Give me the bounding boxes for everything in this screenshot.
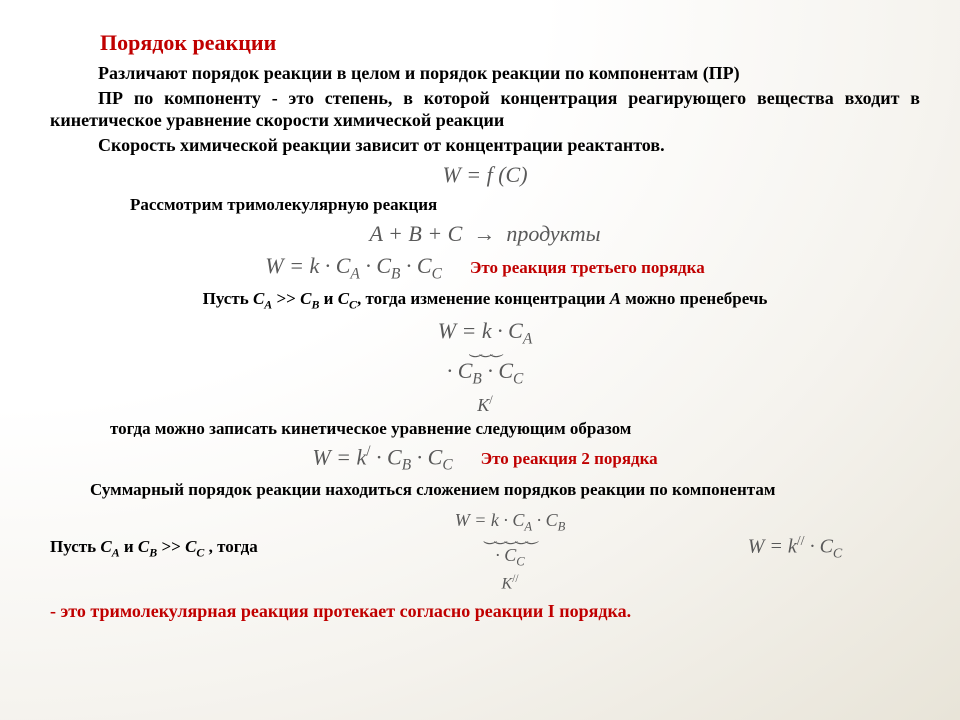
underbrace2-icon: ⏝⏝⏝⏝⏝ <box>360 529 660 545</box>
eq-lhs: A + B + C <box>370 221 463 246</box>
equation-7: W = k// · CC <box>670 534 920 563</box>
slide-title: Порядок реакции <box>100 30 920 56</box>
bottom-row: Пусть CA и CB >> CC , тогда W = k · CA ·… <box>50 504 920 594</box>
equation-4: W = k · CA⏝⏝⏝ · CB · CC <box>50 318 920 389</box>
equation-5-row: W = k/ · CB · CC Это реакция 2 порядка <box>50 443 920 475</box>
equation-reaction: A + B + C → продукты <box>50 221 920 247</box>
equation-wfc: W = f (C) <box>50 162 920 188</box>
slide-content: Порядок реакции Различают порядок реакци… <box>0 0 960 632</box>
note-third-order: Это реакция третьего порядка <box>470 258 705 278</box>
eq-rhs: продукты <box>506 221 600 246</box>
paragraph-7: Суммарный порядок реакции находиться сло… <box>50 479 920 500</box>
paragraph-6: тогда можно записать кинетическое уравне… <box>50 418 920 439</box>
paragraph-4: Рассмотрим тримолекулярную реакция <box>50 194 920 215</box>
underbrace-icon: ⏝⏝⏝ <box>50 342 920 358</box>
conclusion-line: - это тримолекулярная реакция протекает … <box>50 601 920 622</box>
equation-3-row: W = k · CA · CB · CC Это реакция третьег… <box>50 253 920 283</box>
paragraph-8: Пусть CA и CB >> CC , тогда <box>50 537 350 560</box>
paragraph-5: Пусть CA >> CB и CC, тогда изменение кон… <box>50 288 920 312</box>
equation-5: W = k/ · CB · CC <box>312 443 452 475</box>
k-prime-label: K/ <box>50 393 920 416</box>
paragraph-2: ПР по компоненту - это степень, в которо… <box>50 87 920 132</box>
equation-3: W = k · CA · CB · CC <box>265 253 442 283</box>
k-double-prime-label: K// <box>360 573 660 593</box>
note-second-order: Это реакция 2 порядка <box>481 449 658 469</box>
equation-6: W = k · CA · CB⏝⏝⏝⏝⏝ · CC <box>360 510 660 569</box>
paragraph-1: Различают порядок реакции в целом и поря… <box>50 62 920 85</box>
paragraph-3: Скорость химической реакции зависит от к… <box>50 134 920 157</box>
